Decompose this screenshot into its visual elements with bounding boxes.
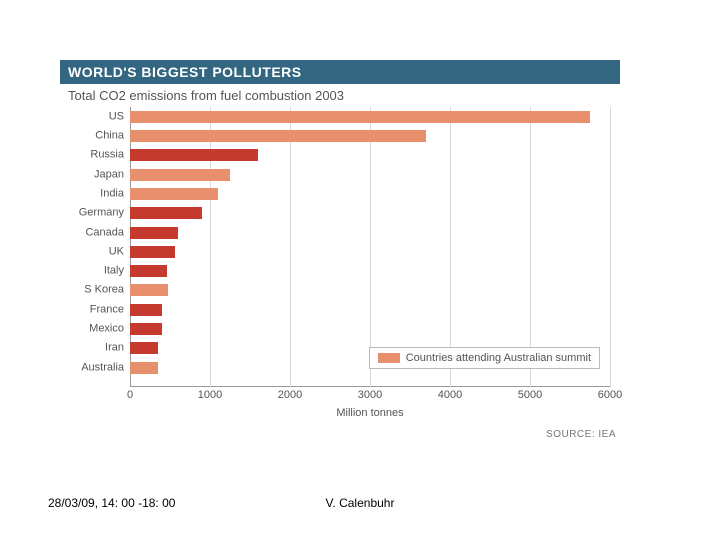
x-tick-label: 5000	[518, 389, 542, 401]
chart-container: WORLD'S BIGGEST POLLUTERS Total CO2 emis…	[60, 60, 620, 440]
x-tick-label: 6000	[598, 389, 622, 401]
y-axis-label: Germany	[60, 208, 124, 219]
bar	[130, 111, 590, 123]
bar	[130, 323, 162, 335]
grid-line	[610, 107, 611, 387]
y-axis-label: China	[60, 130, 124, 141]
grid-line	[450, 107, 451, 387]
y-axis-label: Japan	[60, 169, 124, 180]
bar	[130, 265, 167, 277]
y-axis-label: India	[60, 188, 124, 199]
x-ticks: 0100020003000400050006000	[130, 387, 610, 405]
y-axis-label: France	[60, 304, 124, 315]
footer-timestamp: 28/03/09, 14: 00 -18: 00	[48, 496, 175, 510]
x-tick-label: 2000	[278, 389, 302, 401]
bar	[130, 149, 258, 161]
y-axis-label: Mexico	[60, 324, 124, 335]
bar	[130, 342, 158, 354]
y-axis-label: UK	[60, 246, 124, 257]
chart-subtitle: Total CO2 emissions from fuel combustion…	[60, 84, 620, 107]
bar	[130, 246, 175, 258]
grid-line	[530, 107, 531, 387]
x-tick-label: 3000	[358, 389, 382, 401]
bar	[130, 362, 158, 374]
x-tick-label: 1000	[198, 389, 222, 401]
legend-swatch	[378, 353, 400, 363]
legend-label: Countries attending Australian summit	[406, 352, 591, 364]
bar	[130, 227, 178, 239]
x-tick-label: 0	[127, 389, 133, 401]
source-text: SOURCE: IEA	[60, 429, 620, 440]
grid-line	[370, 107, 371, 387]
x-tick-label: 4000	[438, 389, 462, 401]
y-axis-label: Canada	[60, 227, 124, 238]
y-axis-label: Australia	[60, 362, 124, 373]
bar	[130, 169, 230, 181]
y-axis-label: US	[60, 111, 124, 122]
bar	[130, 284, 168, 296]
y-axis-label: Russia	[60, 150, 124, 161]
bar	[130, 304, 162, 316]
bar	[130, 188, 218, 200]
legend: Countries attending Australian summit	[369, 347, 600, 369]
x-axis-title: Million tonnes	[130, 407, 610, 419]
y-axis-label: Italy	[60, 266, 124, 277]
chart-title-bar: WORLD'S BIGGEST POLLUTERS	[60, 60, 620, 84]
y-axis-label: S Korea	[60, 285, 124, 296]
y-axis-label: Iran	[60, 343, 124, 354]
plot-area: USChinaRussiaJapanIndiaGermanyCanadaUKIt…	[130, 107, 610, 387]
footer-author: V. Calenbuhr	[326, 496, 395, 510]
bar	[130, 207, 202, 219]
grid-line	[290, 107, 291, 387]
bar	[130, 130, 426, 142]
